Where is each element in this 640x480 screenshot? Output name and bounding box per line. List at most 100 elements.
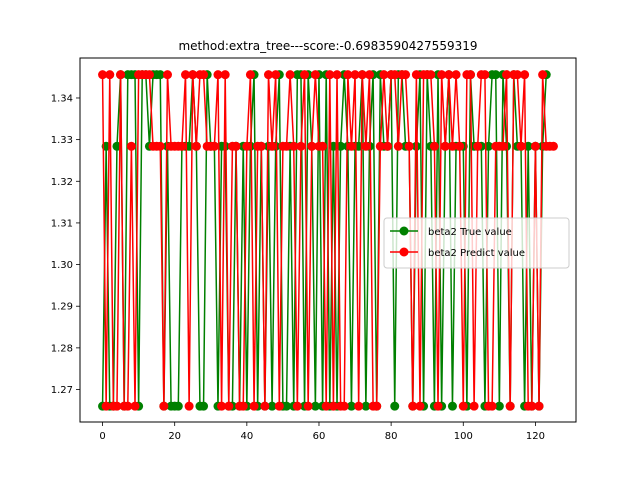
data-point — [548, 141, 558, 151]
x-tick-label: 40 — [240, 431, 253, 442]
data-point — [267, 401, 277, 411]
data-point — [390, 401, 400, 411]
data-point — [199, 401, 209, 411]
data-point — [184, 401, 194, 411]
data-point — [224, 401, 234, 411]
data-point — [469, 401, 479, 411]
data-point — [199, 70, 209, 80]
data-point — [447, 401, 457, 411]
data-point — [101, 401, 111, 411]
data-point — [155, 70, 165, 80]
data-point — [357, 70, 367, 80]
data-point — [527, 401, 537, 411]
data-point — [473, 141, 483, 151]
data-point — [310, 401, 320, 411]
data-point — [491, 70, 501, 80]
data-point — [375, 141, 385, 151]
legend: beta2 True value beta2 Predict value — [383, 217, 570, 269]
y-tick-label: 1.33 — [51, 135, 73, 146]
data-point — [289, 141, 299, 151]
data-point — [480, 70, 490, 80]
data-point — [130, 401, 140, 411]
data-point — [98, 70, 108, 80]
data-point — [274, 401, 284, 411]
data-point — [411, 70, 421, 80]
data-point — [390, 70, 400, 80]
data-point — [426, 70, 436, 80]
data-point — [408, 401, 418, 411]
legend-box — [383, 217, 570, 269]
data-point — [256, 141, 266, 151]
data-point — [188, 70, 198, 80]
y-tick-label: 1.31 — [51, 218, 73, 229]
data-point — [458, 401, 468, 411]
data-point — [429, 141, 439, 151]
data-point — [191, 141, 201, 151]
data-point — [328, 401, 338, 411]
data-point — [292, 401, 302, 411]
data-point — [502, 70, 512, 80]
data-point — [242, 141, 252, 151]
data-point — [512, 70, 522, 80]
data-point — [487, 401, 497, 411]
data-point — [231, 141, 241, 151]
data-point — [220, 141, 230, 151]
data-point — [303, 401, 313, 411]
data-point — [112, 401, 122, 411]
data-point — [263, 70, 273, 80]
data-point — [159, 401, 169, 411]
x-tick-label: 60 — [313, 431, 326, 442]
data-point — [260, 401, 270, 411]
data-point — [361, 401, 371, 411]
x-tick-label: 120 — [526, 431, 545, 442]
data-point — [162, 70, 172, 80]
y-tick-label: 1.32 — [51, 177, 73, 188]
data-point — [249, 401, 259, 411]
data-point — [447, 141, 457, 151]
data-point — [383, 141, 393, 151]
legend-marker-true — [399, 226, 409, 236]
data-point — [437, 70, 447, 80]
data-point — [354, 401, 364, 411]
y-tick-label: 1.30 — [51, 260, 73, 271]
data-point — [220, 70, 230, 80]
x-tick-label: 80 — [385, 431, 398, 442]
data-point — [505, 401, 515, 411]
data-point — [415, 401, 425, 411]
data-point — [393, 141, 403, 151]
data-point — [379, 70, 389, 80]
y-axis: 1.27 1.28 1.29 1.30 1.31 1.32 1.33 1.34 — [51, 93, 80, 396]
data-point — [285, 70, 295, 80]
data-point — [520, 70, 530, 80]
plot-frame — [79, 57, 577, 423]
x-tick-label: 100 — [454, 431, 473, 442]
data-point — [433, 401, 443, 411]
data-point — [364, 70, 374, 80]
data-point — [494, 401, 504, 411]
data-point — [404, 141, 414, 151]
data-point — [465, 70, 475, 80]
data-point — [310, 70, 320, 80]
legend-label-true: beta2 True value — [428, 227, 512, 238]
data-point — [155, 141, 165, 151]
data-point — [451, 70, 461, 80]
data-point — [181, 70, 191, 80]
data-point — [440, 141, 450, 151]
data-point — [123, 401, 133, 411]
data-point — [318, 141, 328, 151]
data-point — [307, 141, 317, 151]
data-point — [213, 70, 223, 80]
y-tick-label: 1.28 — [51, 343, 73, 354]
data-point — [346, 141, 356, 151]
data-point — [105, 70, 115, 80]
data-point — [144, 70, 154, 80]
x-axis: 0 20 40 60 80 100 120 — [99, 422, 545, 442]
data-point — [350, 70, 360, 80]
x-tick-label: 20 — [168, 431, 181, 442]
data-point — [173, 401, 183, 411]
data-point — [346, 401, 356, 411]
data-point — [321, 401, 331, 411]
legend-label-predict: beta2 Predict value — [428, 248, 525, 259]
y-tick-label: 1.29 — [51, 302, 73, 313]
